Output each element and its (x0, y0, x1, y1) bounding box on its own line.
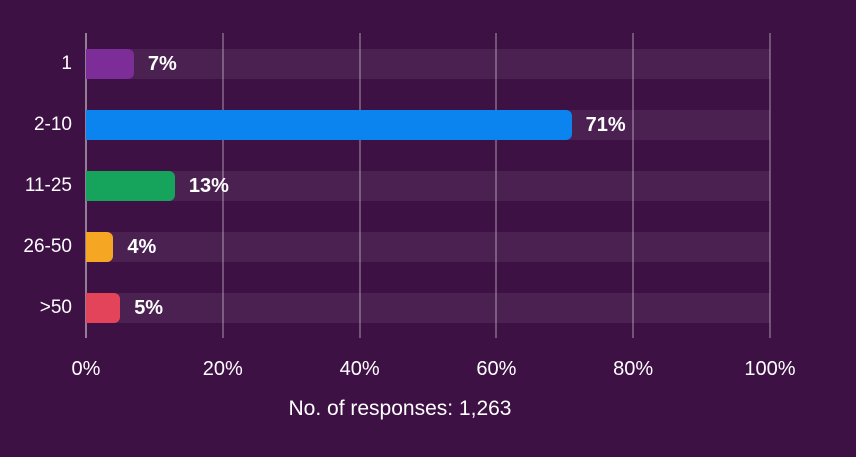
plot-area: 7% 71% 13% 4% 5% (85, 33, 771, 338)
bar-background-track (86, 292, 770, 323)
category-label: 26-50 (23, 236, 72, 257)
category-label: 11-25 (24, 175, 72, 196)
x-axis-tick-label: 80% (613, 358, 654, 380)
bar-value-label: 13% (188, 174, 229, 197)
x-axis-tick-label: 60% (476, 358, 517, 380)
gridline (221, 33, 224, 338)
bar-26-50 (86, 231, 114, 262)
x-axis-tick-label: 20% (202, 358, 243, 380)
category-label: >50 (39, 297, 72, 318)
chart-caption: No. of responses: 1,263 (288, 397, 512, 420)
x-axis-tick-label: 100% (744, 358, 796, 380)
bar-11-25 (86, 170, 175, 201)
bar-background-track (86, 170, 770, 201)
bar-value-label: 5% (134, 296, 164, 319)
bar->50 (86, 292, 121, 323)
bar-value-label: 71% (585, 113, 626, 136)
bar-background-track (86, 48, 770, 79)
bar-1 (86, 48, 134, 79)
gridline (632, 33, 635, 338)
gridline (769, 33, 771, 338)
bar-background-track (86, 231, 770, 262)
x-axis-tick-label: 0% (71, 358, 101, 380)
gridline (358, 33, 361, 338)
bar-value-label: 7% (147, 52, 177, 75)
gridline (495, 33, 498, 338)
bar-2-10 (86, 109, 572, 140)
category-label: 1 (61, 53, 72, 74)
category-label: 2-10 (33, 114, 72, 135)
x-axis-tick-label: 40% (339, 358, 380, 380)
bar-value-label: 4% (127, 235, 157, 258)
